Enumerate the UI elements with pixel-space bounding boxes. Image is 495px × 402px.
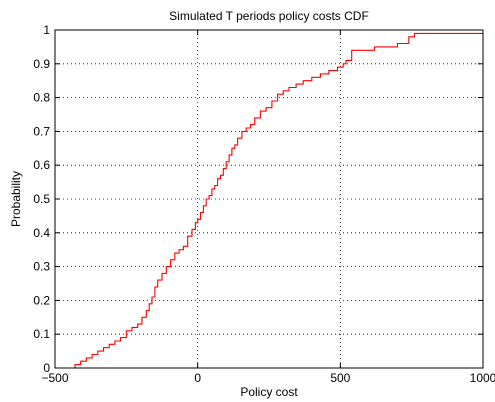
x-tick-label: 1000	[470, 371, 495, 385]
y-tick-label: 0	[43, 361, 50, 375]
axis-ticks: −500 0 500 100000.10.20.30.40.50.60.70.80.9…	[33, 23, 495, 385]
y-tick-label: 0.4	[33, 226, 50, 240]
y-axis-label: Probability	[9, 171, 23, 227]
y-tick-label: 0.1	[33, 327, 50, 341]
y-tick-label: 0.7	[33, 124, 50, 138]
y-tick-label: 0.6	[33, 158, 50, 172]
y-tick-label: 0.5	[33, 192, 50, 206]
x-tick-label: 0	[194, 371, 201, 385]
y-tick-label: 0.9	[33, 57, 50, 71]
grid-lines	[55, 30, 483, 368]
series-layer	[66, 32, 483, 369]
y-tick-label: 0.8	[33, 91, 50, 105]
y-tick-label: 1	[43, 23, 50, 37]
x-axis-label: Policy cost	[240, 385, 298, 399]
y-tick-label: 0.3	[33, 260, 50, 274]
x-tick-label: −500	[41, 371, 68, 385]
x-tick-label: 500	[330, 371, 350, 385]
chart-title: Simulated T periods policy costs CDF	[169, 9, 369, 23]
cdf-series-line	[66, 32, 483, 369]
y-tick-label: 0.2	[33, 293, 50, 307]
